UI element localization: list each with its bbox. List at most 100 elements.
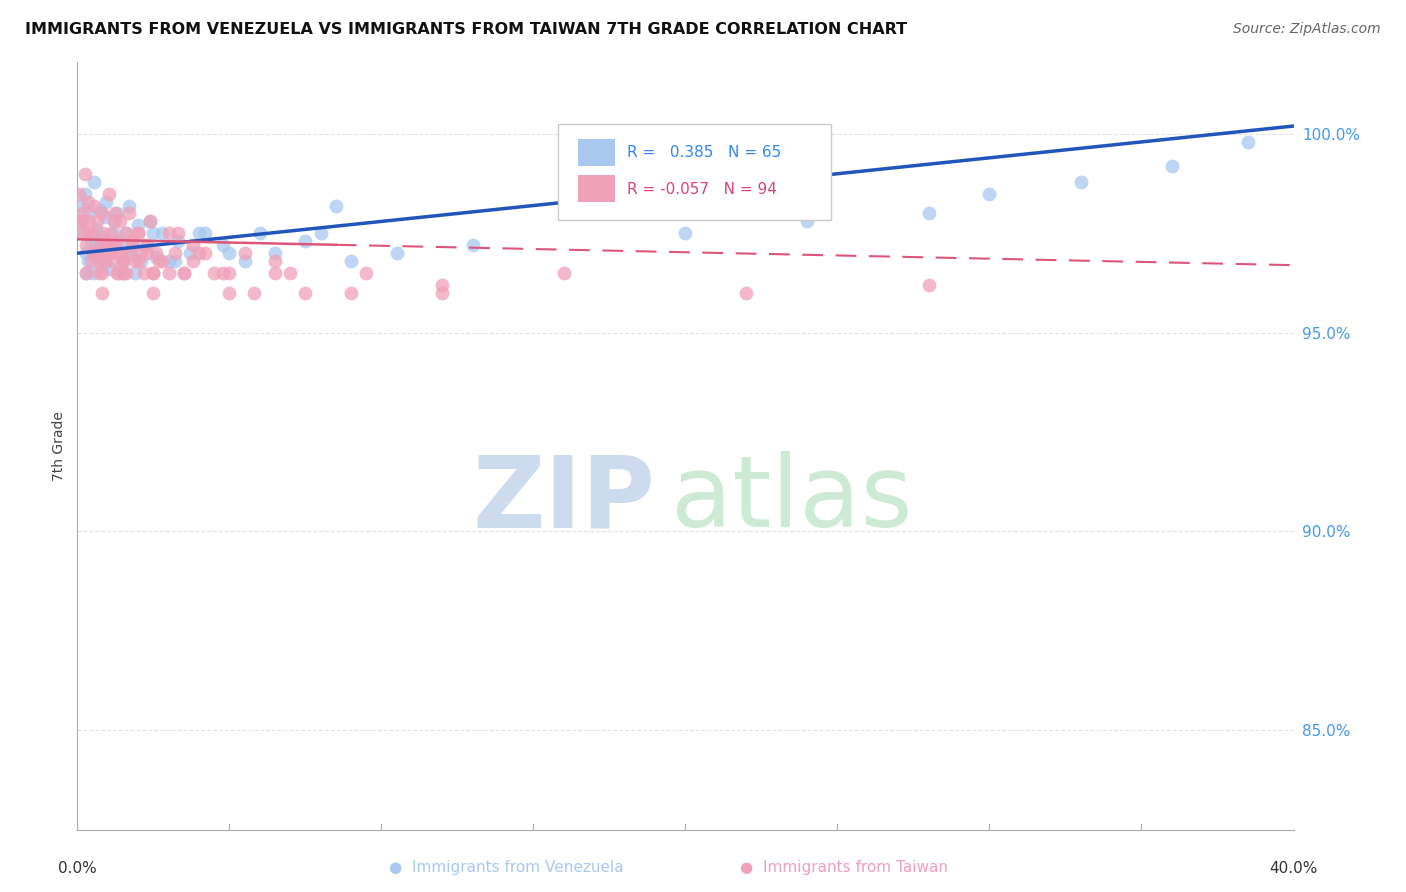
Point: [93, 211, 115, 225]
Point: [87, 266, 110, 280]
Point: [101, 254, 124, 268]
Point: [90, 230, 112, 244]
Point: [1161, 159, 1184, 173]
Point: [218, 246, 240, 260]
Point: [108, 235, 131, 249]
Point: [181, 238, 204, 252]
Point: [93, 238, 115, 252]
Point: [127, 254, 149, 268]
Point: [70, 198, 93, 212]
Point: [430, 278, 453, 293]
Point: [75, 266, 97, 280]
Point: [98, 186, 121, 201]
Point: [105, 266, 128, 280]
Point: [134, 238, 156, 252]
Point: [105, 235, 128, 249]
Point: [340, 285, 363, 300]
Text: 40.0%: 40.0%: [1270, 862, 1317, 876]
Point: [84, 222, 107, 236]
Point: [142, 227, 165, 241]
Point: [264, 246, 287, 260]
Point: [325, 198, 347, 212]
Point: [163, 246, 186, 260]
Point: [80, 254, 103, 268]
Point: [86, 214, 108, 228]
Point: [163, 254, 186, 268]
Point: [79, 227, 101, 241]
Point: [108, 246, 131, 260]
Point: [77, 194, 100, 209]
Point: [194, 227, 217, 241]
Point: [157, 227, 180, 241]
Point: [103, 227, 125, 241]
Point: [108, 214, 131, 228]
Text: ZIP: ZIP: [472, 451, 655, 549]
Point: [129, 254, 152, 268]
Point: [111, 266, 134, 280]
Text: IMMIGRANTS FROM VENEZUELA VS IMMIGRANTS FROM TAIWAN 7TH GRADE CORRELATION CHART: IMMIGRANTS FROM VENEZUELA VS IMMIGRANTS …: [25, 22, 907, 37]
Point: [242, 285, 264, 300]
Point: [166, 235, 188, 249]
Point: [796, 214, 818, 228]
Point: [103, 238, 125, 252]
Point: [145, 246, 167, 260]
Point: [918, 278, 941, 293]
Point: [72, 227, 94, 241]
Point: [461, 238, 484, 252]
Point: [96, 194, 118, 209]
Point: [91, 227, 114, 241]
Point: [735, 285, 758, 300]
Text: R =   0.385   N = 65: R = 0.385 N = 65: [627, 145, 782, 161]
Point: [385, 246, 408, 260]
Point: [100, 227, 122, 241]
Point: [127, 219, 149, 233]
Point: [79, 214, 101, 228]
Point: [294, 285, 316, 300]
Point: [179, 246, 201, 260]
Point: [139, 214, 162, 228]
Point: [103, 214, 125, 228]
Point: [979, 186, 1001, 201]
Point: [212, 238, 235, 252]
Point: [79, 206, 101, 220]
Point: [124, 266, 146, 280]
Point: [1237, 135, 1260, 149]
Point: [115, 266, 138, 280]
Point: [145, 250, 167, 264]
Point: [75, 238, 97, 252]
Point: [264, 254, 287, 268]
Bar: [578, 139, 614, 166]
Point: [69, 214, 91, 228]
Point: [142, 285, 165, 300]
Text: ●  Immigrants from Taiwan: ● Immigrants from Taiwan: [740, 860, 948, 874]
Point: [202, 266, 225, 280]
Point: [212, 266, 235, 280]
Point: [111, 254, 134, 268]
Point: [80, 235, 103, 249]
Point: [111, 266, 134, 280]
Point: [233, 254, 256, 268]
Text: R = -0.057   N = 94: R = -0.057 N = 94: [627, 181, 778, 196]
Point: [430, 285, 453, 300]
Point: [157, 266, 180, 280]
Point: [136, 246, 159, 260]
Point: [249, 227, 271, 241]
Point: [278, 266, 301, 280]
Text: Source: ZipAtlas.com: Source: ZipAtlas.com: [1233, 22, 1381, 37]
Point: [87, 254, 110, 268]
Point: [110, 246, 132, 260]
Point: [75, 266, 97, 280]
FancyBboxPatch shape: [558, 124, 831, 219]
Point: [173, 266, 195, 280]
Point: [90, 266, 112, 280]
Point: [340, 254, 363, 268]
Point: [124, 254, 146, 268]
Point: [181, 254, 204, 268]
Point: [97, 246, 120, 260]
Point: [87, 250, 110, 264]
Point: [89, 202, 111, 217]
Point: [82, 227, 104, 241]
Point: [553, 266, 575, 280]
Point: [67, 186, 90, 201]
Point: [309, 227, 332, 241]
